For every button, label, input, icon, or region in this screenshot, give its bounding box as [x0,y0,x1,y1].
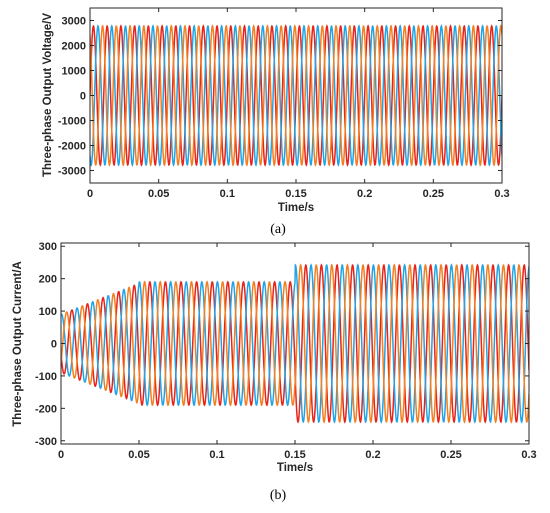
voltage-y-tick-label: 3000 [62,16,86,28]
voltage-series-3 [90,24,502,167]
current-x-axis: 0 0.05 0.1 0.15 0.2 0.25 0.3 [58,243,537,461]
current-y-tick-label: -300 [35,436,57,448]
current-y-tick-label: -200 [35,403,57,415]
voltage-y-tick-label: 0 [80,91,86,103]
current-y-tick-label: 300 [39,241,57,253]
voltage-series-1 [90,24,502,167]
current-y-tick-label: 0 [51,339,57,351]
current-x-tick-label: 0.2 [365,449,380,461]
voltage-x-tick-label: 0 [87,188,93,200]
current-x-tick-label: 0.1 [209,449,224,461]
current-series-1 [61,263,529,424]
voltage-x-axis: 0 0.05 0.1 0.15 0.2 0.25 0.3 [87,8,510,200]
current-y-tick-label: -100 [35,371,57,383]
current-chart: -300 -200 -100 0 100 200 300 0 0.05 0.1 0.15 0.2 0.… [12,241,537,503]
current-y-tick-label: 200 [39,274,57,286]
current-plot-area [61,263,529,424]
voltage-y-axis: -3000 -2000 -1000 0 1000 2000 3000 [58,16,502,178]
current-x-axis-label: Time/s [277,462,313,474]
voltage-y-tick-label: -3000 [58,166,86,178]
current-x-tick-label: 0 [58,449,64,461]
voltage-x-tick-label: 0.25 [423,188,444,200]
voltage-x-tick-label: 0.3 [494,188,509,200]
caption-b: (b) [270,488,287,503]
voltage-y-axis-label: Three-phase Output Voltage/V [42,13,54,177]
current-series-3 [61,263,529,424]
voltage-y-tick-label: -1000 [58,116,86,128]
voltage-x-axis-label: Time/s [278,202,314,214]
voltage-x-tick-label: 0.05 [148,188,169,200]
current-x-tick-label: 0.25 [440,449,461,461]
voltage-y-tick-label: 1000 [62,66,86,78]
current-y-axis: -300 -200 -100 0 100 200 300 [35,241,529,448]
current-series-2 [61,263,529,424]
current-x-tick-label: 0.15 [284,449,305,461]
voltage-y-tick-label: -2000 [58,141,86,153]
voltage-chart: -3000 -2000 -1000 0 1000 2000 3000 0 0.05 0.1 0.1… [42,7,510,237]
voltage-x-tick-label: 0.2 [357,188,372,200]
voltage-y-tick-label: 2000 [62,41,86,53]
current-x-tick-label: 0.3 [521,449,536,461]
current-x-tick-label: 0.05 [128,449,149,461]
caption-a: (a) [270,222,286,237]
voltage-series-2 [90,24,502,167]
voltage-x-tick-label: 0.1 [220,188,235,200]
current-y-tick-label: 100 [39,306,57,318]
voltage-plot-area [90,24,502,167]
voltage-x-tick-label: 0.15 [285,188,306,200]
current-y-axis-label: Three-phase Output Current/A [12,261,24,426]
